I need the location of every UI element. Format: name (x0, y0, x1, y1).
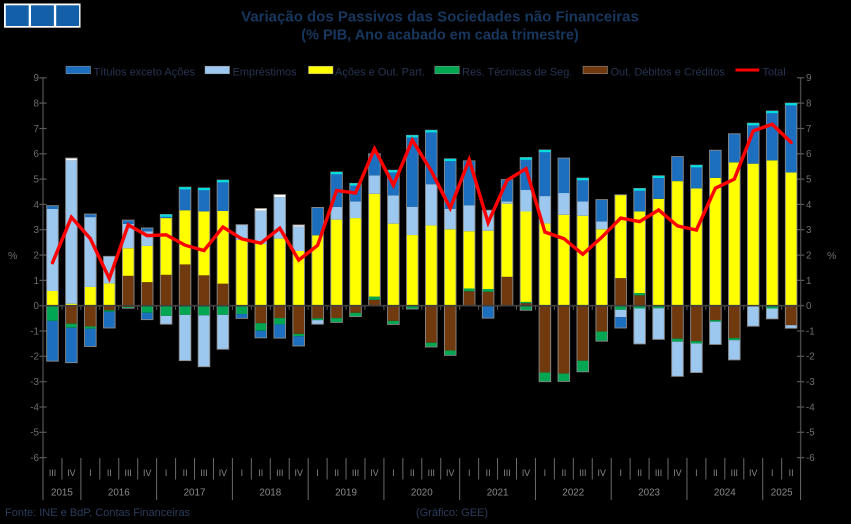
svg-text:II: II (789, 468, 794, 478)
svg-text:8: 8 (34, 99, 40, 110)
svg-text:2024: 2024 (714, 488, 736, 499)
svg-text:I: I (695, 468, 697, 478)
svg-text:9: 9 (34, 73, 39, 84)
svg-text:6: 6 (34, 149, 40, 160)
svg-text:I: I (468, 468, 470, 478)
svg-text:-1: -1 (30, 326, 39, 337)
svg-text:0: 0 (34, 301, 40, 312)
svg-text:2022: 2022 (562, 488, 584, 499)
svg-text:9: 9 (806, 73, 811, 84)
svg-text:IV: IV (673, 468, 681, 478)
svg-text:2015: 2015 (51, 488, 73, 499)
svg-text:IV: IV (143, 468, 151, 478)
svg-text:I: I (241, 468, 243, 478)
svg-text:III: III (655, 468, 662, 478)
svg-text:III: III (579, 468, 586, 478)
svg-text:6: 6 (806, 149, 812, 160)
svg-text:2023: 2023 (638, 488, 660, 499)
svg-text:5: 5 (806, 175, 812, 186)
svg-text:III: III (731, 468, 738, 478)
svg-text:II: II (183, 468, 188, 478)
svg-text:4: 4 (34, 200, 40, 211)
svg-text:(% PIB, Ano acabado em cada tr: (% PIB, Ano acabado em cada trimestre) (301, 28, 579, 44)
svg-text:Res. Técnicas de Seg.: Res. Técnicas de Seg. (462, 67, 572, 79)
svg-text:3: 3 (34, 225, 40, 236)
svg-text:(Gráfico: GEE): (Gráfico: GEE) (416, 507, 488, 519)
svg-text:III: III (428, 468, 435, 478)
svg-text:-5: -5 (30, 428, 39, 439)
svg-text:III: III (200, 468, 207, 478)
svg-text:2016: 2016 (108, 488, 130, 499)
svg-text:I: I (89, 468, 91, 478)
svg-text:-6: -6 (30, 453, 39, 464)
svg-text:II: II (637, 468, 642, 478)
svg-text:7: 7 (806, 124, 811, 135)
svg-text:-6: -6 (806, 453, 815, 464)
svg-text:-2: -2 (30, 352, 39, 363)
svg-text:2021: 2021 (487, 488, 509, 499)
svg-text:%: % (8, 250, 17, 262)
svg-text:IV: IV (67, 468, 75, 478)
svg-text:-3: -3 (806, 377, 815, 388)
svg-text:%: % (827, 250, 836, 262)
svg-text:I: I (544, 468, 546, 478)
svg-text:III: III (503, 468, 510, 478)
svg-text:2: 2 (806, 251, 811, 262)
svg-text:-2: -2 (806, 352, 815, 363)
svg-text:2: 2 (34, 251, 39, 262)
svg-text:III: III (49, 468, 56, 478)
svg-text:Total: Total (763, 67, 786, 79)
svg-text:IV: IV (370, 468, 378, 478)
svg-text:7: 7 (34, 124, 39, 135)
svg-text:8: 8 (806, 99, 812, 110)
svg-text:1: 1 (806, 276, 811, 287)
svg-text:-4: -4 (806, 402, 815, 413)
svg-text:II: II (410, 468, 415, 478)
svg-text:I: I (619, 468, 621, 478)
svg-text:I: I (316, 468, 318, 478)
svg-text:2019: 2019 (335, 488, 357, 499)
svg-text:1: 1 (34, 276, 39, 287)
svg-text:II: II (486, 468, 491, 478)
svg-text:3: 3 (806, 225, 812, 236)
svg-text:IV: IV (446, 468, 454, 478)
svg-text:IV: IV (749, 468, 757, 478)
svg-text:III: III (125, 468, 132, 478)
svg-text:Fonte: INE e BdP, Contas Finan: Fonte: INE e BdP, Contas Financeiras (5, 507, 191, 519)
svg-text:Out. Débitos e Créditos: Out. Débitos e Créditos (611, 67, 726, 79)
svg-text:2025: 2025 (771, 488, 793, 499)
svg-text:I: I (392, 468, 394, 478)
svg-text:4: 4 (806, 200, 812, 211)
svg-text:Ações e Out. Part.: Ações e Out. Part. (335, 67, 425, 79)
svg-text:IV: IV (598, 468, 606, 478)
svg-text:2017: 2017 (184, 488, 206, 499)
svg-text:III: III (352, 468, 359, 478)
svg-text:Títulos exceto Ações: Títulos exceto Ações (94, 67, 196, 79)
svg-text:I: I (165, 468, 167, 478)
svg-text:Variação dos Passivos das Soci: Variação dos Passivos das Sociedades não… (241, 9, 639, 26)
svg-text:I: I (771, 468, 773, 478)
svg-text:IV: IV (219, 468, 227, 478)
svg-text:2018: 2018 (259, 488, 281, 499)
svg-text:-1: -1 (806, 326, 815, 337)
svg-text:5: 5 (34, 175, 40, 186)
svg-text:-3: -3 (30, 377, 39, 388)
svg-text:0: 0 (806, 301, 812, 312)
svg-text:II: II (561, 468, 566, 478)
svg-text:IV: IV (295, 468, 303, 478)
svg-text:2020: 2020 (411, 488, 433, 499)
svg-text:III: III (276, 468, 283, 478)
svg-text:II: II (334, 468, 339, 478)
svg-text:IV: IV (522, 468, 530, 478)
svg-text:-4: -4 (30, 402, 39, 413)
svg-text:II: II (107, 468, 112, 478)
svg-text:II: II (258, 468, 263, 478)
svg-text:-5: -5 (806, 428, 815, 439)
svg-text:II: II (713, 468, 718, 478)
svg-text:Empréstimos: Empréstimos (233, 67, 298, 79)
